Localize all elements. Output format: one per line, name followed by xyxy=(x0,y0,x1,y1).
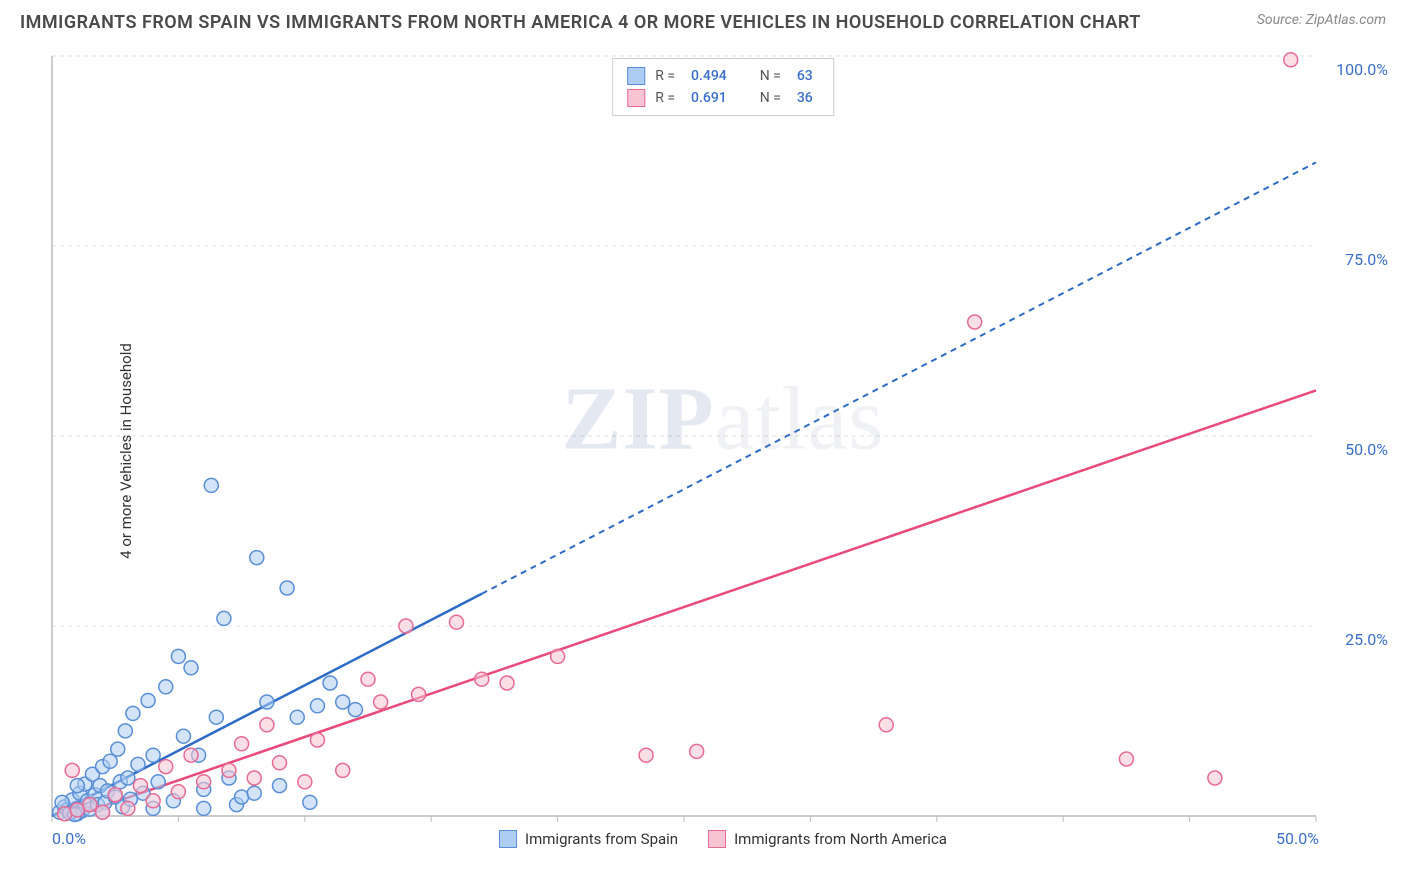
data-point xyxy=(273,779,287,793)
r-value: 0.494 xyxy=(685,65,733,87)
data-point xyxy=(500,676,514,690)
data-point xyxy=(323,676,337,690)
data-point xyxy=(639,748,653,762)
data-point xyxy=(126,706,140,720)
r-label: R = xyxy=(655,87,675,109)
n-value: 36 xyxy=(791,87,819,109)
data-point xyxy=(108,788,122,802)
data-point xyxy=(250,551,264,565)
n-label: N = xyxy=(760,65,781,87)
data-point xyxy=(280,581,294,595)
n-value: 63 xyxy=(791,65,819,87)
data-point xyxy=(449,615,463,629)
data-point xyxy=(336,695,350,709)
y-tick-label: 25.0% xyxy=(1345,630,1388,649)
data-point xyxy=(171,785,185,799)
legend-item: Immigrants from North America xyxy=(708,830,947,848)
data-point xyxy=(1208,771,1222,785)
data-point xyxy=(146,748,160,762)
series-legend: Immigrants from Spain Immigrants from Nor… xyxy=(499,830,947,848)
data-point xyxy=(310,699,324,713)
data-point xyxy=(1284,53,1298,67)
legend-item: Immigrants from Spain xyxy=(499,830,678,848)
data-point xyxy=(361,672,375,686)
data-point xyxy=(131,757,145,771)
data-point xyxy=(374,695,388,709)
data-point xyxy=(65,763,79,777)
scatter-plot xyxy=(50,50,1396,852)
y-tick-label: 75.0% xyxy=(1345,250,1388,269)
data-point xyxy=(336,763,350,777)
data-point xyxy=(235,790,249,804)
data-point xyxy=(247,786,261,800)
data-point xyxy=(412,687,426,701)
data-point xyxy=(121,801,135,815)
data-point xyxy=(184,661,198,675)
data-point xyxy=(260,695,274,709)
data-point xyxy=(96,805,110,819)
data-point xyxy=(184,748,198,762)
data-point xyxy=(217,611,231,625)
data-point xyxy=(235,737,249,751)
data-point xyxy=(273,756,287,770)
data-point xyxy=(58,807,72,821)
data-point xyxy=(209,710,223,724)
source-attribution: Source: ZipAtlas.com xyxy=(1257,12,1386,28)
data-point xyxy=(310,733,324,747)
data-point xyxy=(298,775,312,789)
x-tick-label: 50.0% xyxy=(1276,829,1319,848)
data-point xyxy=(171,649,185,663)
data-point xyxy=(197,775,211,789)
legend-swatch xyxy=(499,830,517,848)
data-point xyxy=(475,672,489,686)
data-point xyxy=(121,771,135,785)
correlation-legend: R = 0.494 N = 63 R = 0.691 N = 36 xyxy=(612,58,834,116)
data-point xyxy=(204,478,218,492)
x-tick-label: 0.0% xyxy=(52,829,86,848)
y-axis-label: 4 or more Vehicles in Household xyxy=(117,343,135,559)
data-point xyxy=(70,803,84,817)
data-point xyxy=(303,795,317,809)
data-point xyxy=(551,649,565,663)
legend-row: R = 0.494 N = 63 xyxy=(627,65,819,87)
legend-swatch xyxy=(708,830,726,848)
data-point xyxy=(159,760,173,774)
chart-area: 4 or more Vehicles in Household ZIPatlas… xyxy=(50,50,1396,852)
y-tick-label: 50.0% xyxy=(1345,440,1388,459)
y-tick-label: 100.0% xyxy=(1336,60,1388,79)
legend-label: Immigrants from Spain xyxy=(525,830,678,848)
data-point xyxy=(690,744,704,758)
data-point xyxy=(141,693,155,707)
data-point xyxy=(83,798,97,812)
r-label: R = xyxy=(655,65,675,87)
data-point xyxy=(1119,752,1133,766)
legend-swatch xyxy=(627,67,645,85)
data-point xyxy=(111,742,125,756)
data-point xyxy=(176,729,190,743)
r-value: 0.691 xyxy=(685,87,733,109)
data-point xyxy=(159,680,173,694)
n-label: N = xyxy=(760,87,781,109)
data-point xyxy=(146,794,160,808)
legend-swatch xyxy=(627,89,645,107)
data-point xyxy=(348,703,362,717)
data-point xyxy=(968,315,982,329)
data-point xyxy=(151,775,165,789)
data-point xyxy=(399,619,413,633)
data-point xyxy=(879,718,893,732)
legend-row: R = 0.691 N = 36 xyxy=(627,87,819,109)
data-point xyxy=(260,718,274,732)
chart-title: IMMIGRANTS FROM SPAIN VS IMMIGRANTS FROM… xyxy=(20,12,1141,33)
data-point xyxy=(70,779,84,793)
data-point xyxy=(118,724,132,738)
data-point xyxy=(222,763,236,777)
legend-label: Immigrants from North America xyxy=(734,830,947,848)
data-point xyxy=(290,710,304,724)
data-point xyxy=(197,801,211,815)
data-point xyxy=(247,771,261,785)
data-point xyxy=(133,779,147,793)
